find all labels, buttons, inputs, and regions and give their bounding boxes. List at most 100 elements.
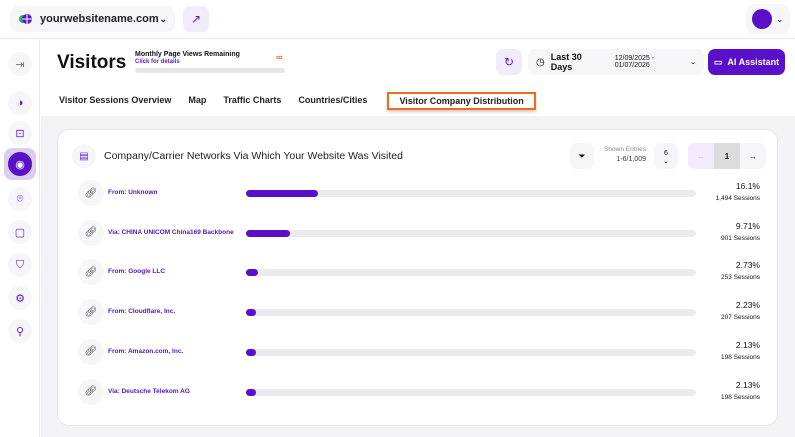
link-icon: 🔗︎ [78,378,104,405]
progress-fill [246,269,259,277]
shown-entries-value: 1-6/1,009 [616,156,646,163]
list-item: 🔗︎ From: Cloudflare, Inc. 2.23% 207 Sess… [78,297,768,327]
gear-icon: ⚙ [15,292,25,305]
date-range-picker[interactable]: ◷ Last 30 Days 12/09/2025 - 01/07/2026 ⌄ [528,49,704,75]
tab-visitor-company-distribution[interactable]: Visitor Company Distribution [387,92,536,110]
link-icon: 🔗︎ [78,259,104,286]
progress-fill [246,348,256,356]
sessions: 198 Sessions [720,393,760,401]
percent: 16.1% [735,181,760,191]
company-name[interactable]: From: Amazon.com, Inc. [108,347,184,355]
company-name[interactable]: Via: Deutsche Telekom AG [108,387,190,395]
sidebar-item-settings[interactable]: ⚙ [8,286,32,310]
progress-track [246,348,696,356]
filter-button[interactable]: ⏷ [570,143,594,169]
progress-fill [246,190,319,197]
pagination: ← 1 → [688,143,766,169]
clock-icon: ◷ [536,56,545,68]
progress-fill [246,229,290,237]
sidebar-item-chat[interactable]: ▢ [8,220,32,244]
external-link-icon: ↗ [190,12,202,26]
arrow-left-icon: ← [697,151,705,161]
company-name[interactable]: From: Cloudflare, Inc. [108,308,176,316]
list-item: 🔗︎ Via: CHINA UNICOM China169 Backbone 9… [78,218,768,248]
chat-icon: ▭ [713,56,723,67]
sidebar-item-location[interactable]: ⚲ [8,319,32,343]
collapse-icon: ⇥ [15,58,25,71]
ai-assistant-button[interactable]: ▭ AI Assistant [708,49,785,75]
scan-icon: ⌾ [16,192,24,205]
quota-bar [135,68,285,73]
tab-map[interactable]: Map [188,95,207,105]
location-icon: ⚲ [15,325,25,338]
sessions: 207 Sessions [720,314,760,322]
sidebar-item-visitors[interactable]: ◉ [4,148,36,180]
bag-icon: ⊡ [15,127,25,140]
list-item: 🔗︎ Via: Deutsche Telekom AG 2.13% 198 Se… [78,377,768,407]
shown-entries: Shown Entries 1-6/1,009 [598,146,646,163]
chat-icon: ▢ [14,226,26,239]
quota-widget: Monthly Page Views Remaining Click for d… [135,51,285,73]
prev-page-button[interactable]: ← [688,143,714,169]
percent: 2.23% [735,300,760,311]
page-title: Visitors [57,52,127,73]
sidebar-item-scan[interactable]: ⌾ [8,187,32,211]
card-title: Company/Carrier Networks Via Which Your … [104,150,403,162]
filter-icon: ⏷ [578,150,586,161]
main: Visitors Monthly Page Views Remaining Cl… [41,40,795,437]
link-icon: 🔗︎ [78,299,104,326]
arrow-right-icon: → [749,151,757,161]
company-name[interactable]: From: Google LLC [108,268,166,276]
document-icon: ▤ [72,144,96,168]
sidebar-toggle[interactable]: ⇥ [8,52,32,76]
tab-visitor-sessions-overview[interactable]: Visitor Sessions Overview [59,95,172,105]
refresh-button[interactable]: ↻ [496,49,522,75]
next-page-button[interactable]: → [740,143,766,169]
progress-track [246,388,696,396]
company-name[interactable]: From: Unknown [108,189,158,196]
company-name[interactable]: Via: CHINA UNICOM China169 Backbone [108,228,234,236]
pie-chart-icon: ◑ [16,97,24,109]
website-name: yourwebsitename.com [40,13,159,25]
user-menu[interactable]: ⌄ [746,4,790,34]
chevron-down-icon: ⌄ [690,59,696,66]
quota-label: Monthly Page Views Remaining [135,51,240,58]
open-website-button[interactable]: ↗ [183,6,209,32]
progress-track [246,190,696,197]
shown-entries-label: Shown Entries [604,146,646,153]
chevron-down-icon: ⌄ [776,13,784,24]
avatar [752,9,772,29]
sessions: 198 Sessions [720,353,760,361]
current-page[interactable]: 1 [714,143,740,169]
sessions: 901 Sessions [720,234,760,242]
progress-track [246,309,696,317]
quota-value: ∞ [276,52,283,62]
progress-fill [246,309,257,317]
per-page-select[interactable]: 6 ⌄ [654,143,678,169]
sidebar-item-dashboard[interactable]: ◑ [8,91,32,115]
link-icon: 🔗︎ [78,338,104,365]
sessions: 1,494 Sessions [715,195,760,202]
chevron-down-icon: ⌄ [663,158,669,165]
sidebar-item-security[interactable]: ⛉ [8,253,32,277]
top-bar: yourwebsitename.com ⌄ ↗ ⌄ [0,0,795,39]
chevron-down-icon: ⌄ [159,13,167,24]
per-page-value: 6 [664,150,668,157]
ai-assistant-label: AI Assistant [727,57,780,67]
tab-traffic-charts[interactable]: Traffic Charts [223,95,282,105]
link-icon: 🔗︎ [78,180,104,206]
shield-icon: ⛉ [15,258,25,271]
sidebar-item-shop[interactable]: ⊡ [8,121,32,145]
company-distribution-card: ▤ Company/Carrier Networks Via Which You… [57,129,778,426]
sidebar: ⇥ ◑ ⊡ ◉ ⌾ ▢ ⛉ ⚙ ⚲ [0,40,40,437]
quota-details-link[interactable]: Click for details [135,59,180,65]
refresh-icon: ↻ [503,55,515,69]
website-selector[interactable]: yourwebsitename.com ⌄ [10,6,175,32]
link-icon: 🔗︎ [78,219,104,246]
sessions: 253 Sessions [720,274,760,282]
tab-countries-cities[interactable]: Countries/Cities [298,95,368,105]
percent: 2.13% [735,339,760,350]
list-item: 🔗︎ From: Unknown 16.1% 1,494 Sessions [78,178,768,208]
visitors-icon: ◉ [8,152,32,176]
progress-fill [246,388,256,396]
